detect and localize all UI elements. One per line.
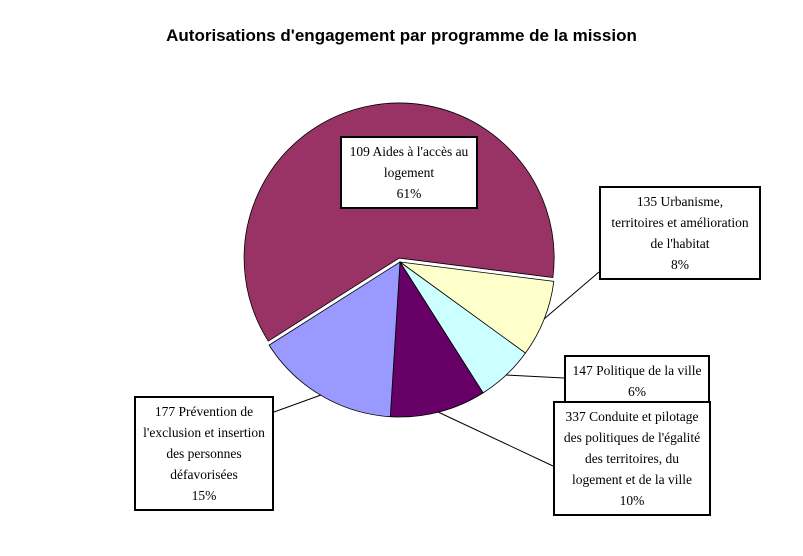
label-box-135: 135 Urbanisme, territoires et améliorati… (599, 186, 761, 280)
label-box-337: 337 Conduite et pilotage des politiques … (553, 401, 711, 516)
label-text: défavorisées (170, 467, 238, 482)
label-text: des personnes (166, 446, 242, 461)
label-pct: 10% (619, 493, 645, 508)
label-box-109: 109 Aides à l'accès au logement 61% (340, 136, 478, 209)
label-box-147: 147 Politique de la ville 6% (564, 355, 710, 407)
label-text: territoires et amélioration (611, 215, 749, 230)
label-text: 337 Conduite et pilotage (565, 409, 699, 424)
label-text: logement et de la ville (572, 472, 692, 487)
leader-line (273, 394, 322, 413)
label-text: des territoires, du (584, 451, 680, 466)
label-text: 177 Prévention de (154, 404, 254, 419)
label-text: de l'habitat (650, 236, 710, 251)
label-pct: 15% (191, 488, 217, 503)
label-text: l'exclusion et insertion (143, 425, 265, 440)
pie-slice-177 (268, 261, 401, 418)
label-text: logement (383, 165, 435, 180)
leader-line (543, 271, 600, 320)
leader-line (505, 374, 565, 379)
label-pct: 8% (671, 257, 689, 272)
label-text: 135 Urbanisme, (636, 194, 724, 209)
leader-line (437, 411, 554, 467)
label-pct: 6% (628, 384, 646, 399)
chart-title: Autorisations d'engagement par programme… (166, 26, 637, 45)
label-pct: 61% (396, 186, 422, 201)
label-text: des politiques de l'égalité (563, 430, 701, 445)
label-text: 147 Politique de la ville (572, 363, 702, 378)
label-text: 109 Aides à l'accès au (349, 144, 469, 159)
label-box-177: 177 Prévention de l'exclusion et inserti… (134, 396, 274, 511)
